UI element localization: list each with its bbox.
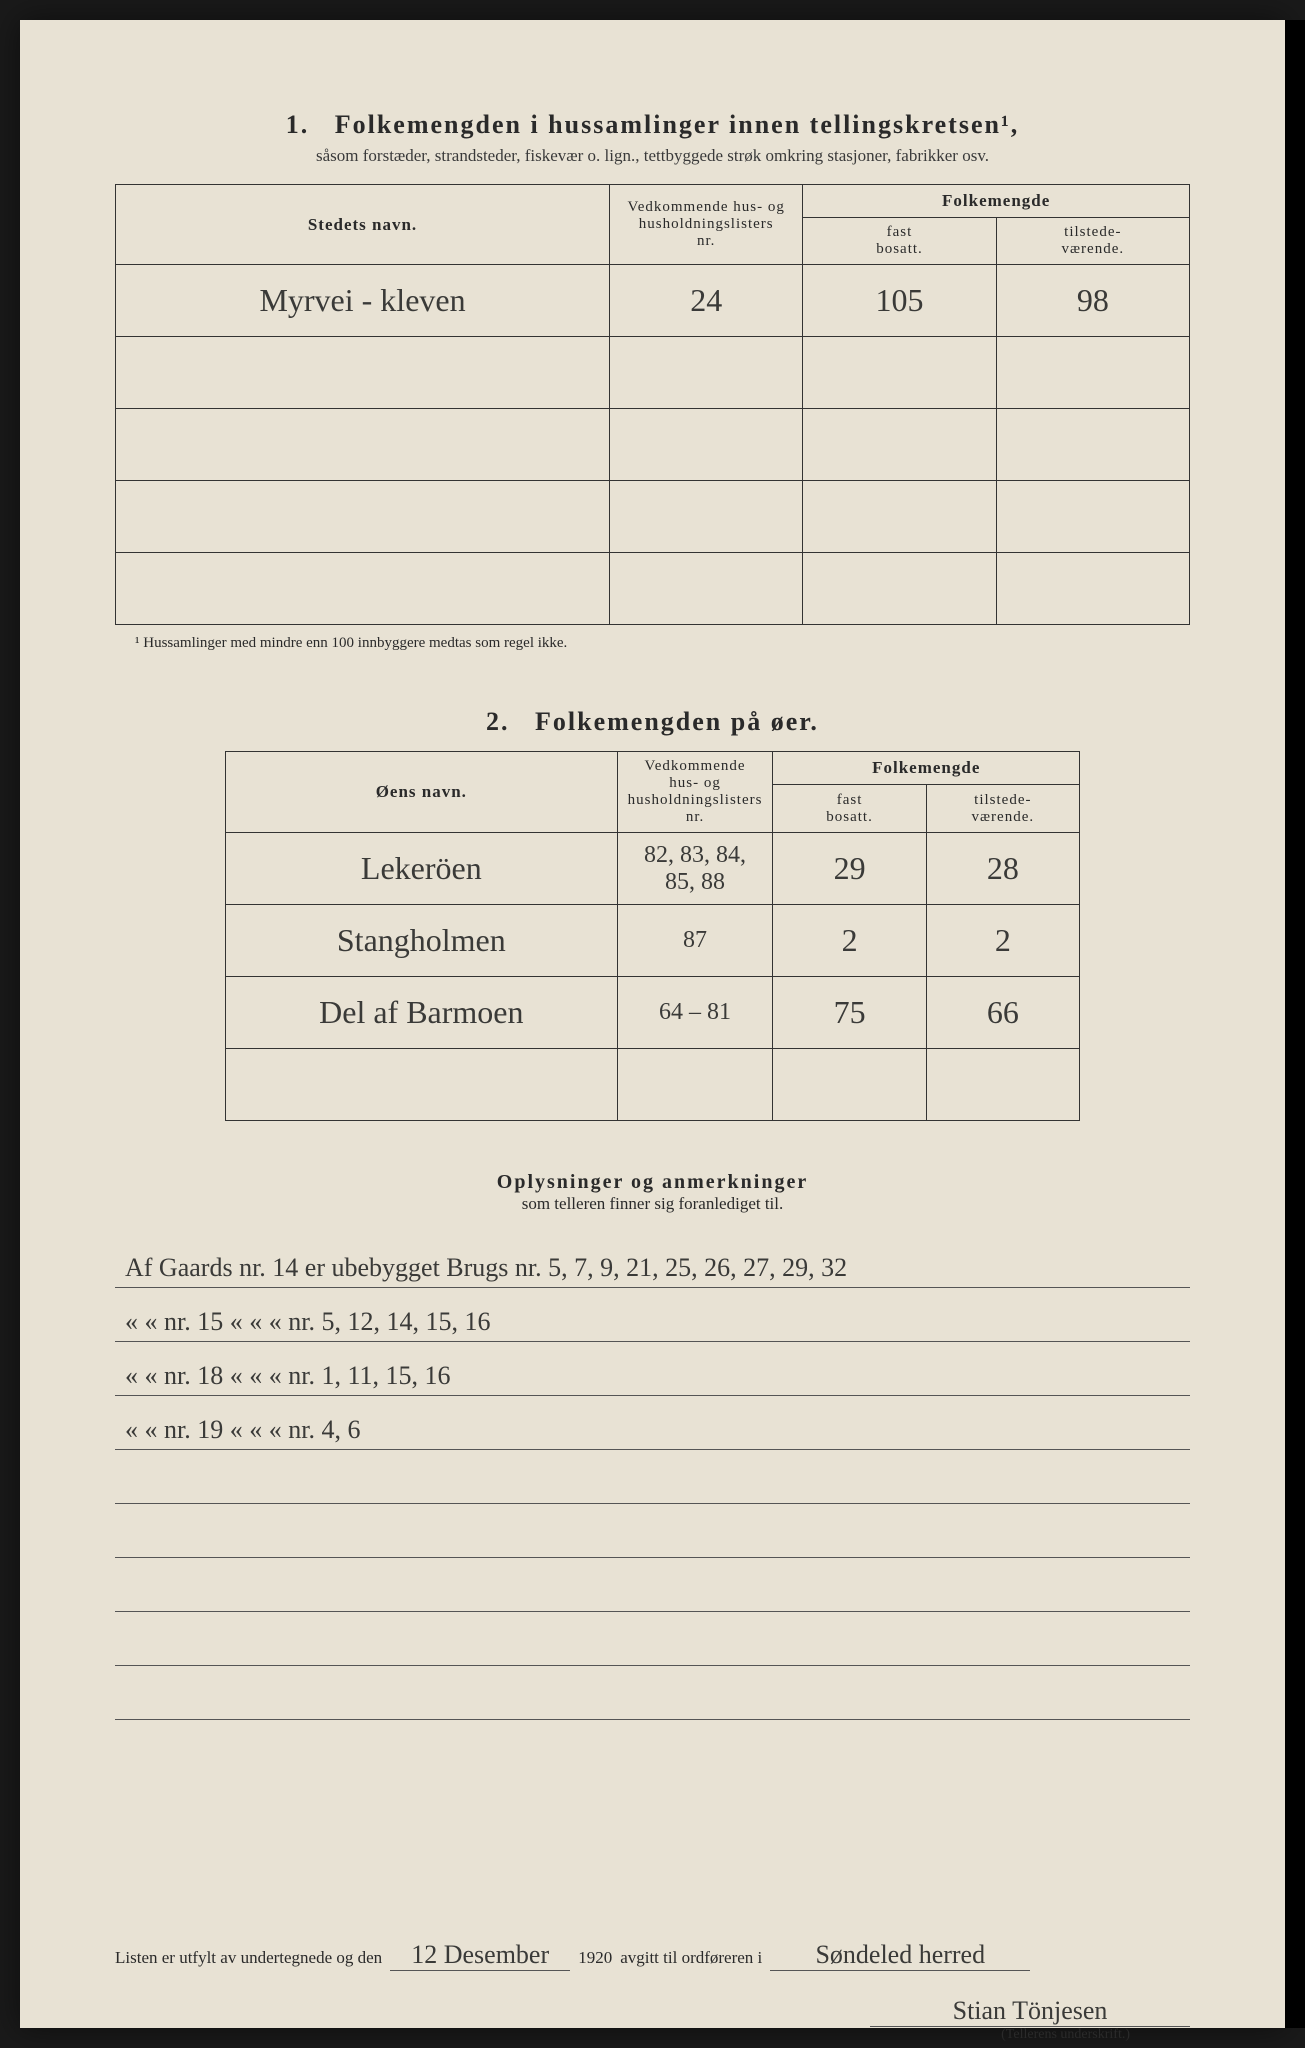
cell-name: Lekeröen [226,833,618,905]
cell-name: Stangholmen [226,905,618,977]
sig-middle: avgitt til ordføreren i [620,1948,762,1968]
cell-nr [610,337,803,409]
cell-nr [610,553,803,625]
cell-fast: 75 [773,977,926,1049]
notes-text: Af Gaards nr. 14 er ubebygget Brugs nr. … [125,1253,847,1283]
ruled-line: Af Gaards nr. 14 er ubebygget Brugs nr. … [115,1234,1190,1288]
cell-name: Myrvei - kleven [116,265,610,337]
sig-place: Søndeled herred [770,1940,1030,1971]
table-row: Myrvei - kleven2410598 [116,265,1190,337]
section1-number: 1. [286,110,310,139]
cell-til: 28 [926,833,1079,905]
col-tilstede: tilstede- værende. [996,218,1189,265]
table-row: Del af Barmoen64 – 817566 [226,977,1080,1049]
col-folkemengde2: Folkemengde [773,752,1080,785]
cell-fast [803,553,996,625]
section2-number: 2. [486,707,510,736]
section1-table: Stedets navn. Vedkommende hus- og hushol… [115,184,1190,625]
cell-til [996,409,1189,481]
cell-til [996,337,1189,409]
notes-text: « « nr. 18 « « « nr. 1, 11, 15, 16 [125,1361,450,1391]
census-form-page: 1. Folkemengden i hussamlinger innen tel… [20,20,1285,2028]
cell-fast [803,481,996,553]
counter-signature: Stian Tönjesen [115,1996,1190,2027]
cell-name [116,409,610,481]
sig-prefix: Listen er utfylt av undertegnede og den [115,1948,382,1968]
section1-title: 1. Folkemengden i hussamlinger innen tel… [115,110,1190,140]
counter-name: Stian Tönjesen [870,1996,1190,2027]
sig-year: 1920 [578,1948,612,1968]
ruled-line: « « nr. 19 « « « nr. 4, 6 [115,1396,1190,1450]
cell-til [996,553,1189,625]
col-fast2: fast bosatt. [773,785,926,833]
cell-nr: 87 [617,905,773,977]
ruled-line: « « nr. 15 « « « nr. 5, 12, 14, 15, 16 [115,1288,1190,1342]
cell-fast: 2 [773,905,926,977]
cell-fast: 29 [773,833,926,905]
section2-table: Øens navn. Vedkommende hus- og husholdni… [225,751,1080,1121]
cell-fast [803,409,996,481]
ruled-line [115,1558,1190,1612]
notes-text: « « nr. 19 « « « nr. 4, 6 [125,1415,360,1445]
notes-text: « « nr. 15 « « « nr. 5, 12, 14, 15, 16 [125,1307,490,1337]
cell-fast [773,1049,926,1121]
table-row [116,337,1190,409]
cell-nr: 82, 83, 84, 85, 88 [617,833,773,905]
section1-heading: Folkemengden i hussamlinger innen tellin… [335,110,1020,139]
section2-title: 2. Folkemengden på øer. [115,707,1190,737]
cell-name [116,553,610,625]
cell-til: 98 [996,265,1189,337]
col-nr2: Vedkommende hus- og husholdningslisters … [617,752,773,833]
ruled-line [115,1450,1190,1504]
sig-date: 12 Desember [390,1940,570,1971]
table-row: Stangholmen8722 [226,905,1080,977]
col-oens-navn: Øens navn. [226,752,618,833]
cell-til [926,1049,1079,1121]
notes-title: Oplysninger og anmerkninger [115,1171,1190,1194]
table-row [116,481,1190,553]
section2-heading: Folkemengden på øer. [535,707,819,736]
notes-lines: Af Gaards nr. 14 er ubebygget Brugs nr. … [115,1234,1190,1720]
ruled-line [115,1612,1190,1666]
col-fast: fast bosatt. [803,218,996,265]
cell-fast: 105 [803,265,996,337]
cell-nr: 64 – 81 [617,977,773,1049]
table-row [226,1049,1080,1121]
ruled-line [115,1666,1190,1720]
table-row [116,409,1190,481]
section1-subtitle: såsom forstæder, strandsteder, fiskevær … [115,146,1190,166]
cell-fast [803,337,996,409]
table-row: Lekeröen82, 83, 84, 85, 882928 [226,833,1080,905]
signature-line: Listen er utfylt av undertegnede og den … [115,1940,1190,1971]
cell-nr [610,409,803,481]
cell-nr [617,1049,773,1121]
col-nr: Vedkommende hus- og husholdningslisters … [610,185,803,265]
col-folkemengde: Folkemengde [803,185,1190,218]
cell-til [996,481,1189,553]
ruled-line [115,1504,1190,1558]
cell-nr: 24 [610,265,803,337]
notes-subtitle: som telleren finner sig foranlediget til… [115,1194,1190,1214]
section1-footnote: ¹ Hussamlinger med mindre enn 100 innbyg… [115,635,1190,652]
cell-nr [610,481,803,553]
table-row [116,553,1190,625]
cell-til: 2 [926,905,1079,977]
col-stedets-navn: Stedets navn. [116,185,610,265]
cell-name [116,337,610,409]
cell-til: 66 [926,977,1079,1049]
col-tilstede2: tilstede- værende. [926,785,1079,833]
ruled-line: « « nr. 18 « « « nr. 1, 11, 15, 16 [115,1342,1190,1396]
cell-name: Del af Barmoen [226,977,618,1049]
cell-name [226,1049,618,1121]
cell-name [116,481,610,553]
counter-label: (Tellerens underskrift.) [115,2027,1190,2043]
